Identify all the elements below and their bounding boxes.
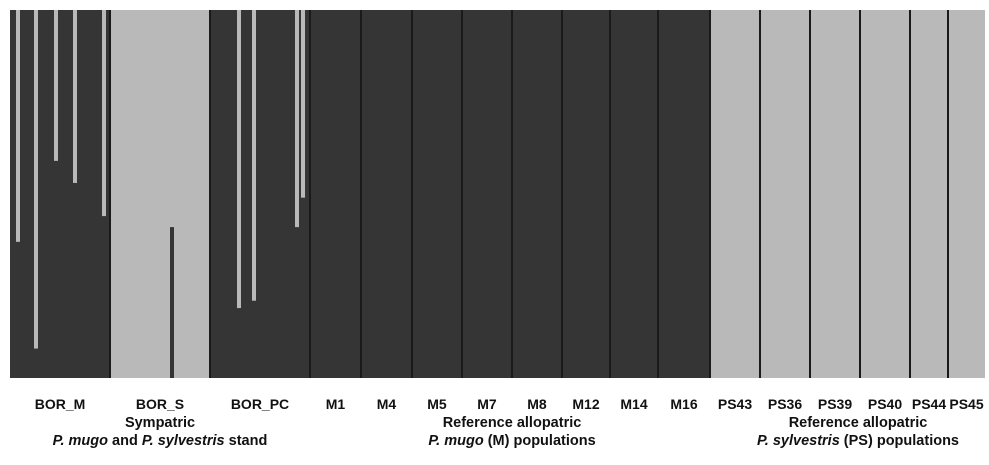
- population-separator: [461, 10, 463, 378]
- population-block-m8: [512, 10, 562, 378]
- population-separator: [759, 10, 761, 378]
- population-label: BOR_S: [135, 396, 185, 412]
- population-block-ps40: [860, 10, 910, 378]
- group-psylvestris-line1: Reference allopatric: [788, 415, 928, 431]
- population-label: M7: [477, 396, 497, 412]
- population-label: M4: [376, 396, 397, 412]
- population-block-ps36: [760, 10, 810, 378]
- population-label: PS44: [911, 396, 947, 412]
- individual-bar-bor-m-4: [102, 10, 106, 217]
- population-block-ps44: [910, 10, 948, 378]
- population-label: BOR_PC: [230, 396, 290, 412]
- population-block-ps43: [710, 10, 760, 378]
- population-label: M16: [670, 396, 698, 412]
- population-block-bor-m: [10, 10, 110, 378]
- population-separator: [859, 10, 861, 378]
- population-block-m4: [361, 10, 412, 378]
- group-pmugo-line2: P. mugo (M) populations: [428, 433, 596, 449]
- individual-bar-bor-pc-3: [301, 10, 305, 198]
- population-label: PS43: [717, 396, 753, 412]
- individual-bar-bor-m-3: [73, 10, 77, 183]
- population-separator: [657, 10, 659, 378]
- individual-bar-bor-m-0: [16, 10, 20, 242]
- population-separator: [511, 10, 513, 378]
- population-block-m14: [610, 10, 658, 378]
- individual-bar-bor-m-1: [34, 10, 38, 349]
- population-separator: [909, 10, 911, 378]
- population-separator: [360, 10, 362, 378]
- population-label: PS45: [949, 396, 984, 412]
- population-label: M5: [427, 396, 447, 412]
- population-block-bor-s: [110, 10, 210, 378]
- individual-bar-bor-pc-1: [252, 10, 256, 301]
- population-block-m1: [310, 10, 361, 378]
- population-separator: [609, 10, 611, 378]
- individual-bar-bor-pc-2: [295, 10, 299, 228]
- population-block-bor-pc: [210, 10, 310, 378]
- population-separator: [947, 10, 949, 378]
- population-separator: [809, 10, 811, 378]
- population-label: M12: [572, 396, 600, 412]
- population-block-m7: [462, 10, 512, 378]
- population-label: M8: [527, 396, 547, 412]
- group-sympatric-line2: P. mugo and P. sylvestris stand: [52, 433, 268, 449]
- population-label: PS36: [767, 396, 803, 412]
- individual-bar-bor-s-0: [170, 227, 174, 378]
- population-label: PS39: [817, 396, 853, 412]
- population-block-m5: [412, 10, 462, 378]
- group-pmugo-line1: Reference allopatric: [442, 415, 582, 431]
- group-psylvestris-line2: P. sylvestris (PS) populations: [757, 433, 959, 449]
- population-block-m16: [658, 10, 710, 378]
- structure-plot: [10, 10, 985, 378]
- population-separator: [309, 10, 311, 378]
- population-block-ps45: [948, 10, 985, 378]
- population-label: PS40: [867, 396, 903, 412]
- population-label: M1: [325, 396, 346, 412]
- population-block-m12: [562, 10, 610, 378]
- group-sympatric-line1: Sympatric: [124, 415, 196, 431]
- population-separator: [209, 10, 211, 378]
- individual-bar-bor-m-2: [54, 10, 58, 161]
- population-separator: [561, 10, 563, 378]
- population-label: M14: [620, 396, 648, 412]
- population-block-ps39: [810, 10, 860, 378]
- population-separator: [109, 10, 111, 378]
- population-label: BOR_M: [34, 396, 86, 412]
- population-separator: [411, 10, 413, 378]
- individual-bar-bor-pc-0: [237, 10, 241, 309]
- population-separator: [709, 10, 711, 378]
